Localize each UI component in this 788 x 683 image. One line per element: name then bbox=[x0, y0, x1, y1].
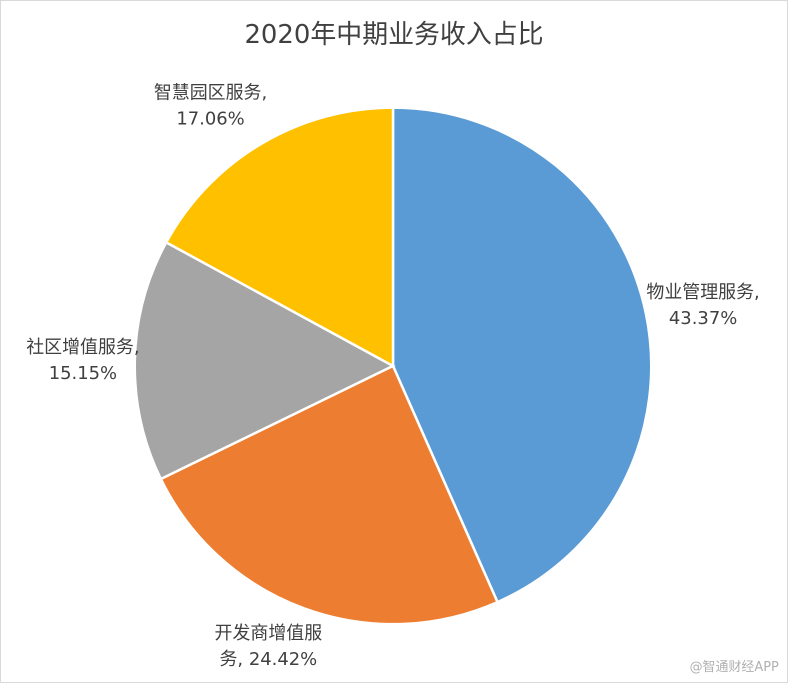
pie-slice-2 bbox=[159, 364, 500, 626]
pie-labels: 物业管理服务, 43.37% 开发商增值服务, 24.42% 社区增值服务, 15.15… bbox=[26, 83, 760, 670]
slice-label-line: 17.06% bbox=[176, 109, 244, 130]
slice-label-line: 开发商增值服 bbox=[215, 623, 323, 644]
pie-slice-3 bbox=[133, 240, 396, 481]
pie-slices bbox=[133, 106, 653, 626]
slice-label-line: 物业管理服务, bbox=[646, 282, 759, 303]
slice-label-line: 智慧园区服务, bbox=[154, 83, 267, 104]
slice-label-line: 务, 24.42% bbox=[219, 649, 317, 670]
slice-label-line: 社区增值服务, bbox=[26, 337, 139, 358]
pie-slice-4 bbox=[164, 106, 395, 369]
watermark: @智通财经APP bbox=[690, 660, 779, 675]
slice-label-line: 15.15% bbox=[49, 363, 117, 384]
slice-label-4: 智慧园区服务, 17.06% bbox=[154, 83, 267, 130]
slice-label-3: 社区增值服务, 15.15% bbox=[26, 337, 139, 384]
slice-label-1: 物业管理服务, 43.37% bbox=[646, 282, 759, 329]
chart-title: 2020年中期业务收入占比 bbox=[244, 20, 543, 50]
slice-label-2: 开发商增值服务, 24.42% bbox=[215, 623, 323, 670]
slice-label-line: 43.37% bbox=[669, 308, 737, 329]
pie-slice-1 bbox=[391, 106, 653, 604]
